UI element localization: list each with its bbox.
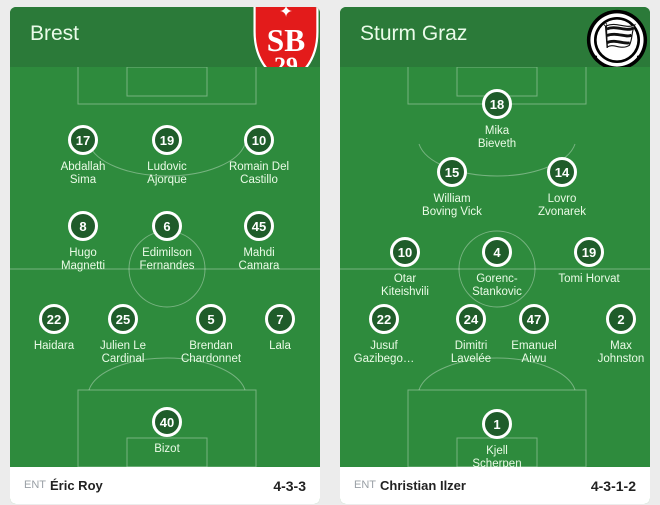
svg-text:SB: SB <box>267 23 305 58</box>
svg-text:29: 29 <box>274 54 298 67</box>
svg-text:✦: ✦ <box>279 7 293 21</box>
